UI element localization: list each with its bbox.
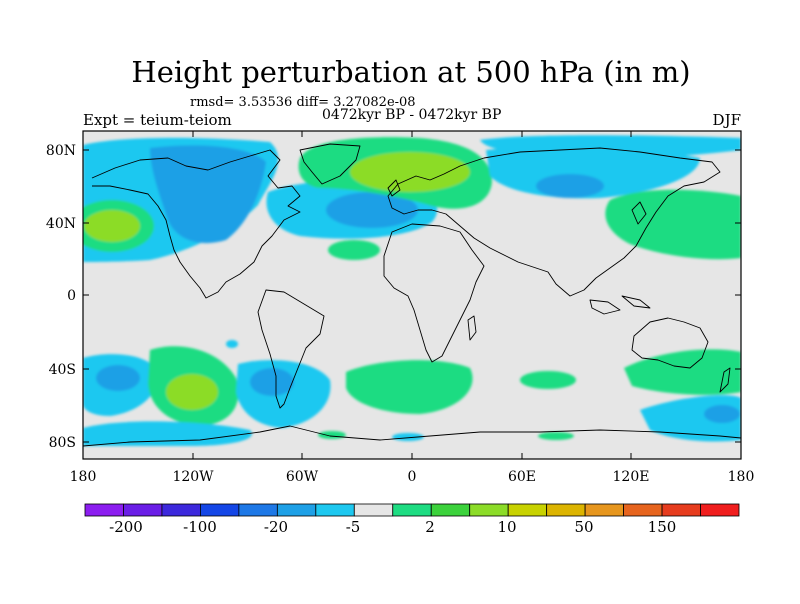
colorbar-label-4: 2 xyxy=(425,518,435,536)
colorbar-box-11 xyxy=(507,503,548,517)
contour-positive-subtropic xyxy=(328,240,380,260)
colorbar-box-10 xyxy=(469,503,509,517)
contour-positive-npacific-core xyxy=(84,210,140,242)
map-panel: 80N 40N 0 40S 80S 180 120W 60W 0 60E 120… xyxy=(46,130,755,485)
contour-negative-spacific-core xyxy=(96,365,140,391)
coast-south-america xyxy=(257,289,325,409)
colorbar-box-14 xyxy=(623,503,663,517)
coast-greenland xyxy=(299,143,361,185)
lon-tick-label-1: 120W xyxy=(172,469,214,485)
contour-negative-namerica xyxy=(150,145,266,244)
contour-fills xyxy=(83,135,741,446)
colorbar-box-8 xyxy=(392,503,432,517)
lat-tick-label-2: 0 xyxy=(67,288,76,304)
colorbar-box-4 xyxy=(238,503,278,517)
lat-axis: 80N 40N 0 40S 80S xyxy=(46,143,741,451)
colorbar-label-6: 50 xyxy=(574,518,593,536)
contour-negative-small xyxy=(226,340,238,348)
expt-label: Expt = teium-teiom xyxy=(83,111,232,129)
contour-negative-south-a xyxy=(392,433,424,441)
contour-positive-south-c xyxy=(318,431,346,439)
season-label: DJF xyxy=(713,111,741,129)
coast-madagascar xyxy=(467,315,477,341)
coast-uk xyxy=(387,179,401,197)
colorbar-box-9 xyxy=(430,503,471,517)
colorbar-label-5: 10 xyxy=(497,518,516,536)
contour-negative-sindian-core xyxy=(704,405,740,423)
lon-tick-label-2: 60W xyxy=(286,469,319,485)
lat-tick-label-1: 40N xyxy=(46,216,76,232)
coast-indonesia xyxy=(589,295,651,315)
colorbar-label-7: 150 xyxy=(648,518,677,536)
contour-positive-spacific-core xyxy=(166,374,218,410)
lon-tick-label-0: 180 xyxy=(70,469,97,485)
coast-africa xyxy=(383,223,485,363)
contour-negative-natlantic-core xyxy=(326,192,418,228)
colorbar-label-3: -5 xyxy=(346,518,361,536)
contour-negative-southern-ocean xyxy=(83,421,252,446)
coast-new-zealand xyxy=(719,367,731,393)
contour-positive-satlantic xyxy=(346,360,473,414)
coast-japan xyxy=(631,201,647,225)
lon-tick-label-6: 180 xyxy=(728,469,755,485)
colorbar-box-3 xyxy=(200,503,240,517)
colorbar-box-7 xyxy=(353,503,394,517)
contour-negative-npole xyxy=(480,135,741,158)
colorbar-box-5 xyxy=(276,503,317,517)
coast-north-america xyxy=(91,149,301,299)
colorbar-label-0: -200 xyxy=(109,518,143,536)
contour-positive-wpacific xyxy=(605,189,741,260)
lat-tick-label-3: 40S xyxy=(49,362,76,378)
period-line: 0472kyr BP - 0472kyr BP xyxy=(322,107,501,123)
lat-tick-label-0: 80N xyxy=(46,143,76,159)
lat-tick-label-4: 80S xyxy=(49,435,76,451)
lon-tick-label-5: 120E xyxy=(613,469,650,485)
contour-negative-asia-core xyxy=(536,174,604,198)
colorbar-box-2 xyxy=(161,503,201,517)
contour-positive-south-b xyxy=(538,432,574,440)
contour-positive-arctic-core xyxy=(350,152,470,192)
colorbar-box-1 xyxy=(123,503,163,517)
coastlines xyxy=(83,143,741,447)
colorbar-box-6 xyxy=(315,503,355,517)
colorbar-box-15 xyxy=(661,503,701,517)
lon-tick-label-4: 60E xyxy=(508,469,536,485)
lon-tick-label-3: 0 xyxy=(408,469,417,485)
lon-axis: 180 120W 60W 0 60E 120E 180 xyxy=(70,131,755,485)
coast-antarctica xyxy=(83,425,741,447)
colorbar-box-16 xyxy=(700,503,740,517)
colorbar-box-0 xyxy=(84,503,124,517)
contour-positive-sindian-a xyxy=(520,371,576,389)
colorbar-box-13 xyxy=(584,503,624,517)
contour-negative-samerica-core xyxy=(250,368,294,396)
stats-line: rmsd= 3.53536 diff= 3.27082e-08 xyxy=(190,95,416,110)
colorbar: -200 -100 -20 -5 2 10 50 150 xyxy=(84,503,740,536)
lon-ticks xyxy=(82,131,742,459)
main-title: Height perturbation at 500 hPa (in m) xyxy=(131,55,690,89)
coast-australia xyxy=(631,317,709,369)
colorbar-label-1: -100 xyxy=(183,518,217,536)
contour-positive-sindian-b xyxy=(624,349,741,395)
lat-ticks xyxy=(83,149,741,443)
colorbar-box-12 xyxy=(546,503,586,517)
colorbar-boxes xyxy=(84,503,740,517)
coast-eurasia xyxy=(387,147,721,297)
colorbar-label-2: -20 xyxy=(264,518,288,536)
